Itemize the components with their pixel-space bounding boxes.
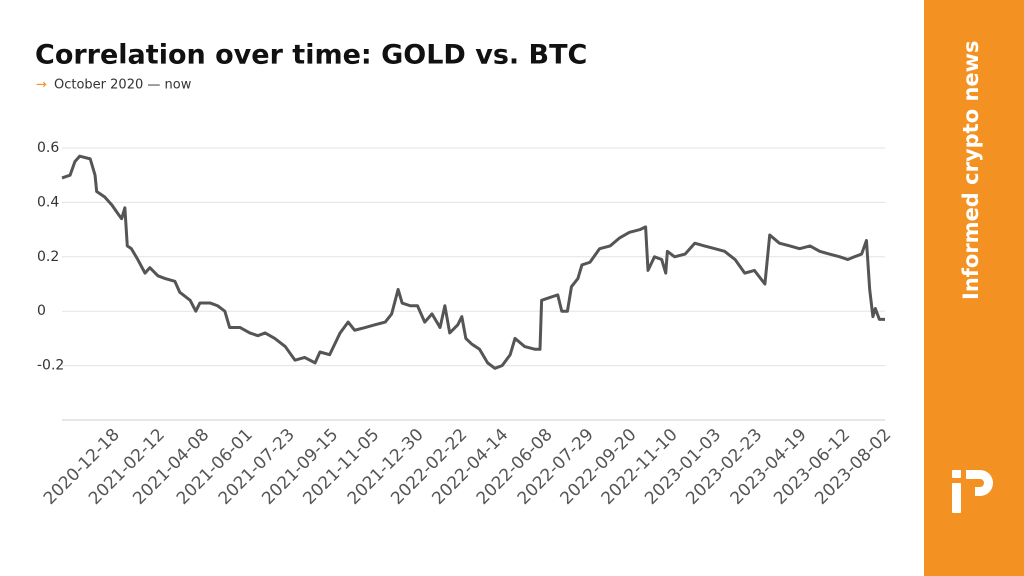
y-tick-label: 0	[37, 303, 46, 319]
chart-title: Correlation over time: GOLD vs. BTC	[35, 40, 587, 71]
y-tick-label: 0.4	[37, 194, 59, 210]
brand-logo	[952, 470, 993, 513]
data-line	[61, 154, 885, 370]
brand-tagline: Informed crypto news	[959, 40, 983, 300]
y-tick-label: 0.6	[37, 140, 59, 156]
subtitle-arrow: →	[36, 78, 47, 93]
y-tick-label: 0.2	[37, 249, 59, 265]
y-tick-label: -0.2	[37, 358, 64, 374]
chart-subtitle: October 2020 — now	[54, 78, 192, 93]
brand-sidebar	[924, 0, 1024, 576]
